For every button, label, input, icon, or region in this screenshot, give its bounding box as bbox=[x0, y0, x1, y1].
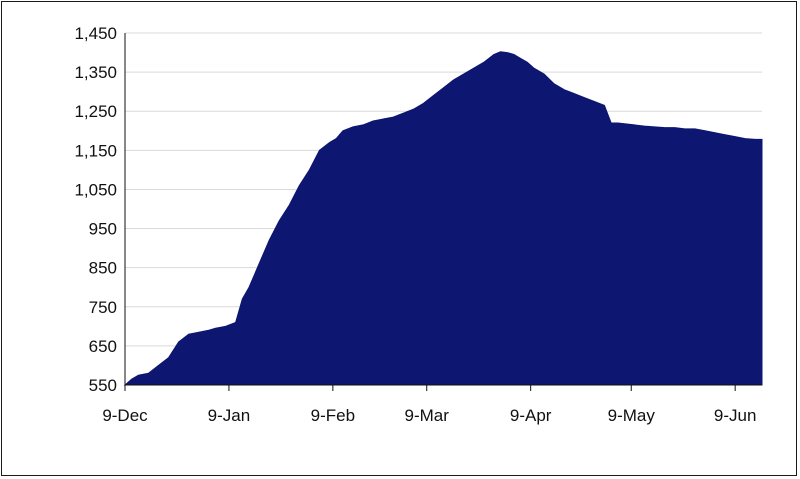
y-tick-label: 1,250 bbox=[74, 102, 117, 121]
area-series bbox=[123, 51, 763, 386]
y-tick-label: 850 bbox=[89, 259, 117, 278]
y-tick-label: 1,350 bbox=[74, 63, 117, 82]
x-tick-label: 9-Apr bbox=[510, 406, 552, 425]
y-tick-label: 1,150 bbox=[74, 141, 117, 160]
y-tick-label: 650 bbox=[89, 337, 117, 356]
axes bbox=[124, 33, 762, 386]
y-tick-label: 550 bbox=[89, 376, 117, 395]
y-tick-label: 950 bbox=[89, 220, 117, 239]
x-tick-label: 9-Jan bbox=[208, 406, 251, 425]
x-axis-ticks: 9-Dec 9-Jan 9-Feb 9-Mar 9-Apr 9-May 9-Jun bbox=[102, 385, 756, 425]
y-axis-ticks: 550 650 750 850 950 1,050 1,150 1,250 1,350 1,450 bbox=[74, 24, 117, 395]
x-tick-label: 9-Jun bbox=[714, 406, 757, 425]
x-tick-label: 9-Mar bbox=[405, 406, 450, 425]
y-tick-label: 750 bbox=[89, 298, 117, 317]
x-tick-label: 9-Dec bbox=[102, 406, 148, 425]
y-tick-label: 1,050 bbox=[74, 180, 117, 199]
x-tick-label: 9-Feb bbox=[311, 406, 355, 425]
x-tick-label: 9-May bbox=[608, 406, 656, 425]
y-tick-label: 1,450 bbox=[74, 24, 117, 43]
